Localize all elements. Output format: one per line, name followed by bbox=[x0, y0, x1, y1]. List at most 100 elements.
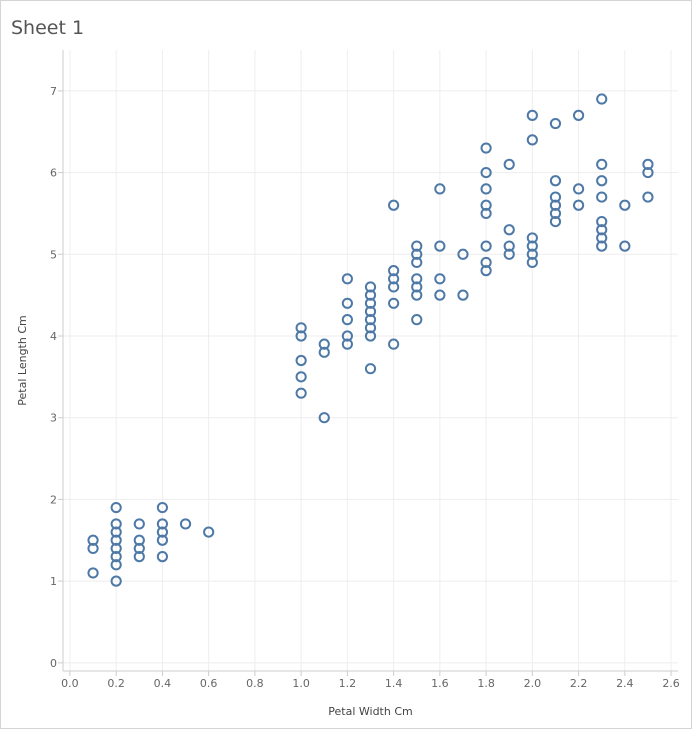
data-point[interactable] bbox=[596, 93, 608, 105]
data-point[interactable] bbox=[341, 314, 353, 326]
data-point[interactable] bbox=[596, 224, 608, 236]
data-points[interactable] bbox=[87, 93, 654, 587]
data-point[interactable] bbox=[549, 117, 562, 130]
data-point[interactable] bbox=[596, 215, 608, 228]
data-point[interactable] bbox=[434, 289, 446, 301]
data-point[interactable] bbox=[619, 240, 631, 252]
data-point[interactable] bbox=[203, 526, 215, 538]
data-point[interactable] bbox=[526, 248, 538, 260]
data-point[interactable] bbox=[480, 256, 492, 269]
data-point[interactable] bbox=[156, 551, 169, 563]
data-point[interactable] bbox=[411, 240, 423, 252]
data-point[interactable] bbox=[596, 240, 608, 252]
data-point[interactable] bbox=[388, 297, 400, 309]
data-point[interactable] bbox=[411, 314, 423, 326]
data-point[interactable] bbox=[133, 551, 145, 563]
data-point[interactable] bbox=[480, 142, 492, 154]
data-point[interactable] bbox=[434, 273, 446, 285]
data-point[interactable] bbox=[295, 387, 307, 399]
data-point[interactable] bbox=[503, 224, 515, 236]
data-point[interactable] bbox=[596, 158, 608, 170]
data-point[interactable] bbox=[364, 305, 377, 318]
data-point[interactable] bbox=[388, 265, 400, 277]
data-point[interactable] bbox=[156, 518, 169, 530]
data-point[interactable] bbox=[388, 281, 400, 293]
data-point[interactable] bbox=[549, 175, 562, 187]
data-point[interactable] bbox=[411, 289, 423, 301]
data-point[interactable] bbox=[480, 199, 492, 211]
data-point[interactable] bbox=[572, 109, 585, 121]
data-point[interactable] bbox=[110, 551, 122, 563]
data-point[interactable] bbox=[133, 542, 145, 555]
data-point[interactable] bbox=[364, 281, 377, 293]
data-point[interactable] bbox=[457, 289, 469, 301]
data-point[interactable] bbox=[388, 338, 400, 350]
data-point[interactable] bbox=[572, 199, 585, 211]
data-point[interactable] bbox=[434, 240, 446, 252]
data-point[interactable] bbox=[480, 183, 492, 195]
data-point[interactable] bbox=[110, 501, 122, 514]
data-point[interactable] bbox=[87, 567, 99, 579]
data-point[interactable] bbox=[364, 322, 377, 334]
data-point[interactable] bbox=[596, 175, 608, 187]
data-point[interactable] bbox=[156, 534, 169, 546]
data-point[interactable] bbox=[411, 273, 423, 285]
data-point[interactable] bbox=[341, 330, 353, 342]
data-point[interactable] bbox=[318, 346, 330, 358]
data-point[interactable] bbox=[110, 526, 122, 538]
data-point[interactable] bbox=[133, 534, 145, 546]
data-point[interactable] bbox=[526, 109, 538, 121]
data-point[interactable] bbox=[318, 412, 330, 424]
data-point[interactable] bbox=[642, 166, 654, 179]
data-point[interactable] bbox=[110, 559, 122, 571]
data-point[interactable] bbox=[480, 240, 492, 252]
data-point[interactable] bbox=[596, 191, 608, 203]
data-point[interactable] bbox=[87, 542, 99, 555]
data-point[interactable] bbox=[364, 289, 377, 301]
data-point[interactable] bbox=[526, 240, 538, 252]
data-point[interactable] bbox=[480, 166, 492, 179]
data-point[interactable] bbox=[549, 191, 562, 203]
data-point[interactable] bbox=[341, 338, 353, 350]
data-point[interactable] bbox=[411, 248, 423, 260]
data-point[interactable] bbox=[110, 534, 122, 546]
data-point[interactable] bbox=[110, 542, 122, 555]
data-point[interactable] bbox=[503, 240, 515, 252]
data-point[interactable] bbox=[110, 518, 122, 530]
data-point[interactable] bbox=[549, 207, 562, 220]
data-point[interactable] bbox=[411, 281, 423, 293]
data-point[interactable] bbox=[388, 199, 400, 211]
data-point[interactable] bbox=[457, 248, 469, 260]
data-point[interactable] bbox=[295, 330, 307, 342]
data-point[interactable] bbox=[526, 134, 538, 146]
data-point[interactable] bbox=[526, 232, 538, 244]
data-point[interactable] bbox=[133, 518, 145, 530]
data-point[interactable] bbox=[549, 215, 562, 228]
data-point[interactable] bbox=[364, 297, 377, 309]
data-point[interactable] bbox=[572, 183, 585, 195]
data-point[interactable] bbox=[295, 354, 307, 367]
data-point[interactable] bbox=[642, 191, 654, 203]
data-point[interactable] bbox=[179, 518, 192, 530]
data-point[interactable] bbox=[295, 322, 307, 334]
data-point[interactable] bbox=[480, 207, 492, 220]
data-point[interactable] bbox=[503, 158, 515, 170]
data-point[interactable] bbox=[156, 526, 169, 538]
data-point[interactable] bbox=[341, 297, 353, 309]
data-point[interactable] bbox=[411, 256, 423, 269]
data-point[interactable] bbox=[596, 232, 608, 244]
data-point[interactable] bbox=[364, 314, 377, 326]
data-point[interactable] bbox=[364, 330, 377, 342]
data-point[interactable] bbox=[549, 199, 562, 211]
data-point[interactable] bbox=[480, 265, 492, 277]
data-point[interactable] bbox=[318, 338, 330, 350]
data-point[interactable] bbox=[87, 534, 99, 546]
data-point[interactable] bbox=[503, 248, 515, 260]
data-point[interactable] bbox=[388, 273, 400, 285]
data-point[interactable] bbox=[526, 256, 538, 269]
data-point[interactable] bbox=[156, 501, 169, 514]
data-point[interactable] bbox=[434, 183, 446, 195]
data-point[interactable] bbox=[619, 199, 631, 211]
data-point[interactable] bbox=[110, 575, 122, 587]
data-point[interactable] bbox=[642, 158, 654, 170]
